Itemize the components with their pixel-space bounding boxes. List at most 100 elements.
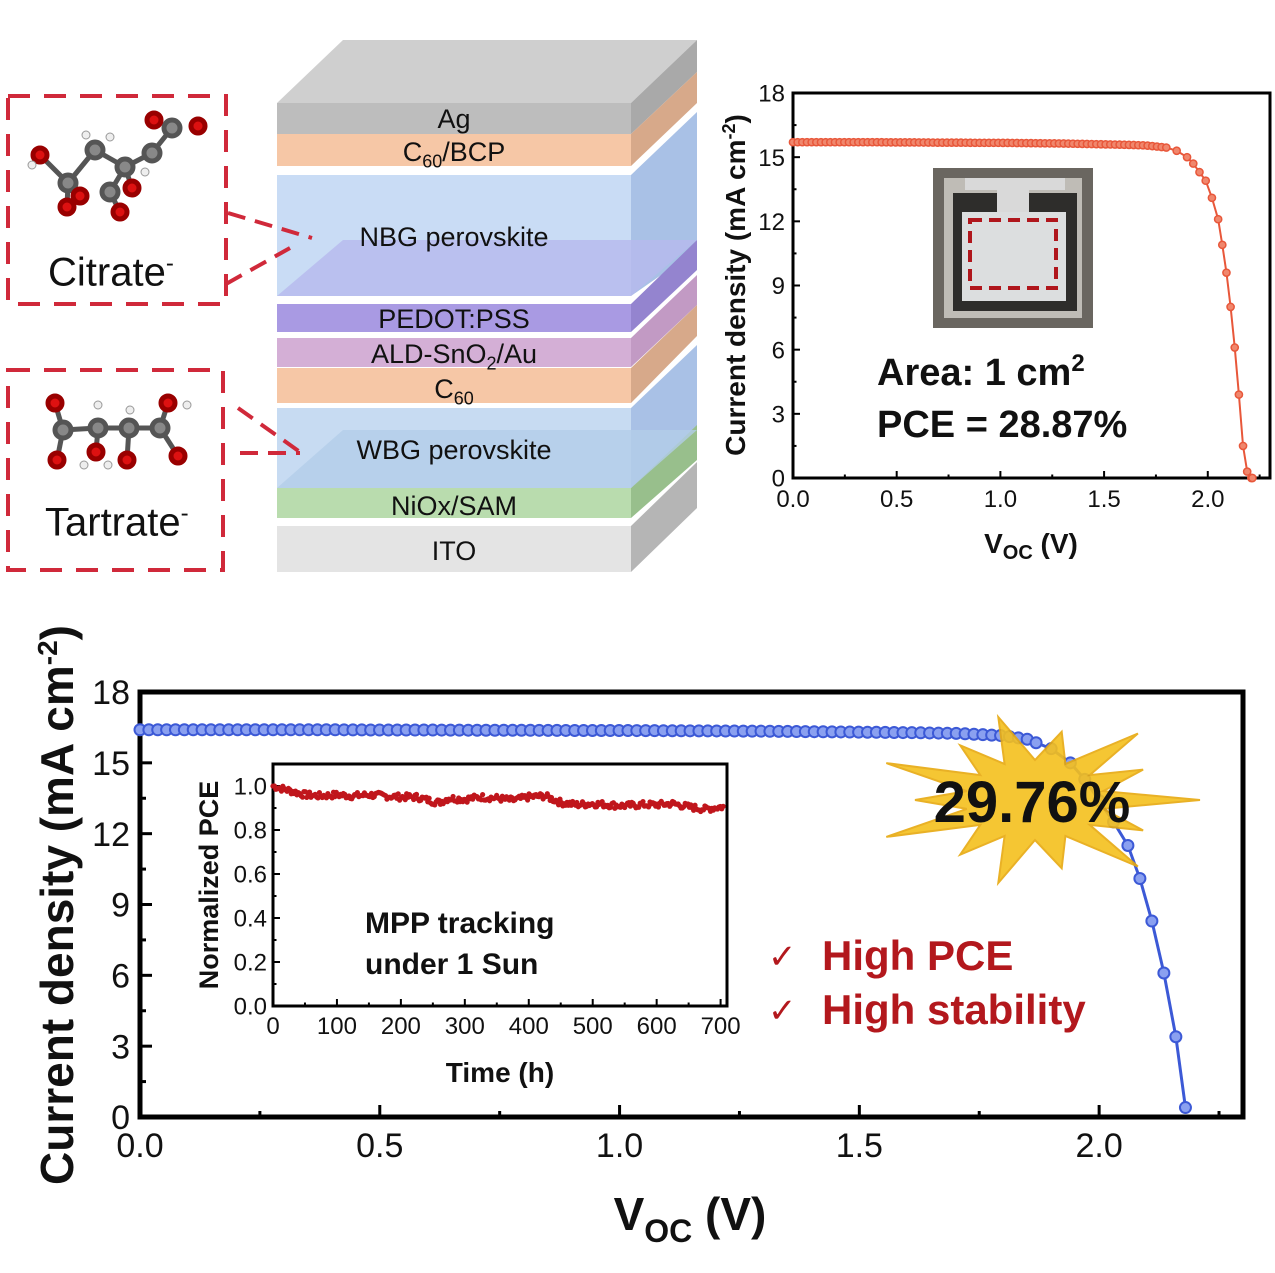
main-jv-ytick-label: 15 bbox=[92, 745, 130, 783]
inset-mpp-ytick-label: 0.2 bbox=[234, 950, 267, 977]
inset-data-point bbox=[640, 799, 646, 805]
layer-label-niox: NiOx/SAM bbox=[390, 491, 517, 521]
inset-annotation-line2: under 1 Sun bbox=[365, 948, 538, 981]
x-axis-title-sub: OC bbox=[644, 1213, 692, 1249]
inset-mpp-ytick-label: 0.4 bbox=[234, 906, 267, 933]
check-item-0: High PCE bbox=[822, 932, 1013, 979]
small-jv-data-point bbox=[1172, 146, 1182, 156]
small-jv-ytick-label: 0 bbox=[772, 466, 785, 493]
citrate-molecule-icon bbox=[27, 110, 208, 222]
small-jv-data-point bbox=[1182, 152, 1192, 162]
pce-badge-text: 29.76% bbox=[934, 770, 1131, 835]
small-jv-data-point bbox=[1222, 268, 1231, 278]
inset-data-point bbox=[599, 799, 605, 805]
inset-mpp-xtick-label: 500 bbox=[573, 1013, 613, 1040]
area-annotation: Area: 1 cm2 bbox=[877, 350, 1085, 394]
layer-label-c60bcp-rest: /BCP bbox=[442, 137, 506, 167]
inset-data-point bbox=[411, 796, 417, 803]
inset-mpp-ytick-label: 0.6 bbox=[234, 862, 267, 889]
citrate-box bbox=[6, 94, 228, 306]
small-jv-ytick-label: 3 bbox=[772, 401, 785, 428]
inset-data-point bbox=[655, 804, 662, 810]
pce-annotation: PCE = 28.87% bbox=[877, 404, 1127, 446]
main-jv-data-point bbox=[1029, 736, 1043, 750]
main-jv-xtick-label: 0.0 bbox=[116, 1127, 163, 1165]
main-jv-ytick-label: 9 bbox=[111, 887, 130, 925]
main-jv-data-point bbox=[1145, 914, 1159, 928]
main-jv-data-point bbox=[1157, 966, 1171, 980]
layer-niox bbox=[277, 488, 631, 518]
inset-mpp-plot-frame bbox=[271, 762, 729, 1008]
main-jv-ytick-label: 6 bbox=[111, 958, 130, 996]
inset-mpp-ytick-label: 1.0 bbox=[234, 774, 267, 801]
inset-data-point bbox=[450, 793, 456, 800]
active-area-dashed-box bbox=[968, 218, 1058, 290]
y-axis-title-main: Current density (mA cm bbox=[31, 665, 83, 1185]
layer-label-c60-main: C bbox=[434, 374, 454, 404]
inset-data-point bbox=[395, 791, 401, 797]
device-stack-diagram: Ag C60/BCP NBG perovskite PEDOT:PSS ALD-… bbox=[0, 0, 720, 600]
small-jv-xtick-label: 1.0 bbox=[984, 486, 1017, 513]
device-photo bbox=[933, 168, 1093, 328]
citrate-connector-bottom bbox=[225, 246, 291, 286]
inset-data-point bbox=[548, 794, 555, 801]
small-jv-data-point bbox=[1207, 193, 1217, 203]
layer-label-ald-main: ALD-SnO bbox=[370, 339, 487, 369]
inset-data-point bbox=[302, 789, 308, 795]
layer-label-ald-rest: /Au bbox=[496, 339, 538, 369]
small-jv-data-point bbox=[1234, 390, 1244, 399]
main-jv-data-point bbox=[1121, 838, 1135, 852]
citrate-label: Citrate- bbox=[48, 250, 174, 295]
citrate-charge: - bbox=[165, 250, 174, 277]
main-jv-ytick-label: 18 bbox=[92, 674, 130, 712]
small-jv-data-point bbox=[1226, 302, 1235, 312]
pce-starburst-badge bbox=[885, 713, 1201, 887]
device-stack-svg bbox=[6, 40, 697, 572]
x-axis-title-main: V bbox=[614, 1188, 645, 1240]
small-jv-data-point bbox=[1230, 343, 1240, 352]
layer-ag bbox=[277, 103, 631, 134]
x-axis-title-rest: (V) bbox=[1033, 528, 1078, 559]
small-jv-data-point bbox=[1188, 159, 1198, 168]
small-jv-xtick-label: 0.5 bbox=[880, 486, 913, 513]
inset-mpp-xtick-label: 200 bbox=[381, 1013, 421, 1040]
layer-c60bcp bbox=[277, 134, 631, 166]
inset-mpp-ytick-label: 0.0 bbox=[234, 994, 267, 1021]
main-jv-xtick-label: 1.5 bbox=[836, 1127, 883, 1165]
layer-label-c60: C60 bbox=[277, 374, 631, 409]
main-jv-ytick-label: 12 bbox=[92, 816, 130, 854]
checkmark-icon: ✓ bbox=[768, 992, 797, 1030]
stack-side-pedot bbox=[631, 240, 697, 332]
tartrate-name: Tartrate bbox=[45, 500, 181, 545]
small-jv-xtick-label: 2.0 bbox=[1191, 486, 1224, 513]
main-jv-data-point bbox=[1178, 1101, 1192, 1115]
tartrate-box bbox=[6, 368, 225, 572]
main-jv-xtick-label: 0.5 bbox=[356, 1127, 403, 1165]
small-jv-data-point bbox=[1195, 167, 1204, 177]
stack-side-c60 bbox=[631, 305, 697, 403]
y-axis-title-sup: -2 bbox=[719, 123, 739, 139]
main-jv-xtick-label: 1.0 bbox=[596, 1127, 643, 1165]
main-jv-xtick-label: 2.0 bbox=[1075, 1127, 1122, 1165]
inset-y-axis-title: Normalized PCE bbox=[194, 781, 224, 990]
main-jv-data-point bbox=[1169, 1030, 1183, 1044]
y-axis-title-main: Current density (mA cm bbox=[720, 139, 751, 455]
small-jv-data-point bbox=[1238, 441, 1248, 451]
inset-data-point bbox=[525, 797, 531, 803]
tartrate-molecule-icon bbox=[45, 393, 192, 470]
x-axis-title-rest: (V) bbox=[692, 1188, 766, 1240]
small-jv-data-point bbox=[1242, 467, 1252, 476]
small-jv-data-point bbox=[1217, 240, 1227, 250]
x-axis-title-main: V bbox=[984, 528, 1003, 559]
inset-data-point bbox=[480, 792, 486, 798]
main-jv-data-point bbox=[1133, 872, 1147, 886]
stack-side-ag bbox=[631, 40, 697, 134]
small-jv-ytick-label: 15 bbox=[758, 145, 785, 172]
inset-x-axis-title: Time (h) bbox=[446, 1057, 554, 1088]
small-jv-xtick-label: 1.5 bbox=[1087, 486, 1120, 513]
inset-mpp-xtick-label: 0 bbox=[266, 1013, 279, 1040]
inset-mpp-xtick-label: 600 bbox=[637, 1013, 677, 1040]
layer-label-c60-sub: 60 bbox=[453, 388, 474, 409]
small-jv-ytick-label: 18 bbox=[758, 81, 785, 108]
